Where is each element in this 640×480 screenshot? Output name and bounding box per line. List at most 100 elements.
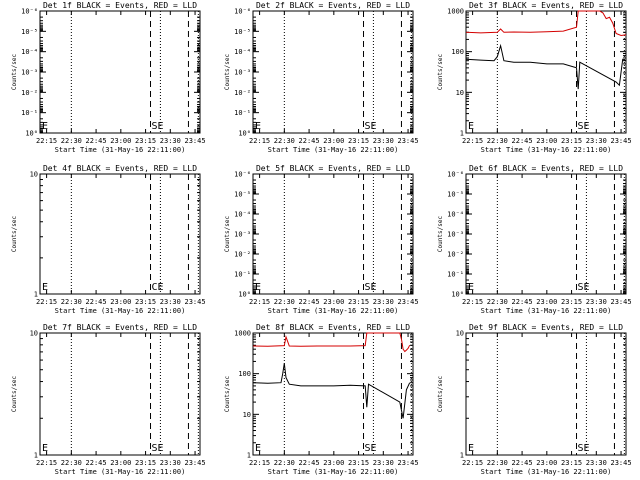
y-tick-label: 1 bbox=[34, 291, 38, 299]
marker-label: E bbox=[42, 443, 48, 454]
x-tick-label: 23:30 bbox=[586, 298, 607, 306]
panel-det-9f: Det 9f BLACK = Events, RED = LLD 22:15 22:… bbox=[437, 323, 632, 476]
plot-frame bbox=[465, 10, 627, 134]
x-tick-label: 22:30 bbox=[274, 298, 295, 306]
events-series bbox=[465, 43, 627, 90]
marker-label: E bbox=[468, 121, 474, 132]
x-tick-label: 23:45 bbox=[185, 459, 206, 467]
chart-title: Det 9f BLACK = Events, RED = LLD bbox=[469, 323, 623, 332]
x-tick-label: 22:15 bbox=[249, 137, 270, 145]
chart-title: Det 7f BLACK = Events, RED = LLD bbox=[43, 323, 197, 332]
y-tick-label: 10⁰ bbox=[238, 130, 251, 138]
panel-det-1f: Det 1f BLACK = Events, RED = LLD 22:15 22:… bbox=[11, 1, 206, 154]
x-tick-label: 22:15 bbox=[462, 459, 483, 467]
y-axis-label: Counts/sec bbox=[437, 54, 444, 91]
x-tick-label: 23:15 bbox=[561, 137, 582, 145]
y-axis-label: Counts/sec bbox=[11, 54, 18, 91]
y-tick-label: 10⁻² bbox=[21, 89, 38, 97]
x-tick-label: 22:45 bbox=[299, 137, 320, 145]
y-tick-label: 10 bbox=[456, 89, 464, 97]
x-tick-label: 22:30 bbox=[61, 137, 82, 145]
x-tick-label: 23:45 bbox=[611, 137, 632, 145]
y-tick-label: 10 bbox=[30, 330, 38, 338]
y-tick-label: 10 bbox=[243, 411, 251, 419]
y-tick-label: 10⁻² bbox=[447, 251, 464, 259]
y-tick-label: 1000 bbox=[447, 8, 464, 16]
x-tick-label: 23:30 bbox=[586, 459, 607, 467]
x-tick-label: 22:45 bbox=[86, 137, 107, 145]
x-tick-label: 23:15 bbox=[135, 298, 156, 306]
y-tick-label: 10⁻³ bbox=[21, 69, 38, 77]
x-tick-label: 22:45 bbox=[512, 298, 533, 306]
y-tick-label: 10⁰ bbox=[238, 291, 251, 299]
chart-title: Det 8f BLACK = Events, RED = LLD bbox=[256, 323, 410, 332]
x-tick-label: 23:00 bbox=[536, 137, 557, 145]
x-axis-label: Start Time (31-May-16 22:11:00) bbox=[55, 307, 186, 315]
x-tick-label: 23:30 bbox=[373, 137, 394, 145]
plot-frame bbox=[39, 173, 201, 295]
x-axis-label: Start Time (31-May-16 22:11:00) bbox=[481, 468, 612, 476]
marker-label: SE bbox=[152, 443, 164, 454]
chart-title: Det 5f BLACK = Events, RED = LLD bbox=[256, 164, 410, 173]
y-tick-label: 10⁻³ bbox=[234, 69, 251, 77]
panel-det-6f: Det 6f BLACK = Events, RED = LLD 22:15 22:… bbox=[437, 164, 632, 315]
x-tick-label: 23:00 bbox=[323, 298, 344, 306]
marker-label: E bbox=[42, 121, 48, 132]
x-axis-label: Start Time (31-May-16 22:11:00) bbox=[268, 468, 399, 476]
y-tick-label: 1 bbox=[460, 130, 464, 138]
y-tick-label: 10⁻³ bbox=[234, 231, 251, 239]
x-tick-label: 23:30 bbox=[373, 298, 394, 306]
x-tick-label: 22:45 bbox=[86, 459, 107, 467]
x-tick-label: 22:15 bbox=[249, 298, 270, 306]
x-tick-label: 23:45 bbox=[185, 298, 206, 306]
x-tick-label: 22:45 bbox=[299, 298, 320, 306]
x-tick-label: 23:30 bbox=[160, 459, 181, 467]
x-tick-label: 22:45 bbox=[299, 459, 320, 467]
x-tick-label: 22:45 bbox=[512, 459, 533, 467]
x-tick-label: 23:00 bbox=[323, 137, 344, 145]
marker-label: E bbox=[42, 282, 48, 293]
y-tick-label: 10⁻⁵ bbox=[234, 191, 251, 199]
y-tick-label: 10⁰ bbox=[25, 130, 38, 138]
panel-det-2f: Det 2f BLACK = Events, RED = LLD 22:15 22:… bbox=[224, 1, 419, 154]
y-axis-label: Counts/sec bbox=[437, 376, 444, 413]
plot-frame bbox=[252, 10, 414, 134]
y-tick-label: 10⁻⁴ bbox=[234, 211, 251, 219]
y-tick-label: 10⁰ bbox=[451, 291, 464, 299]
x-tick-label: 23:30 bbox=[373, 459, 394, 467]
x-tick-label: 23:30 bbox=[160, 298, 181, 306]
marker-label: SE bbox=[578, 282, 590, 293]
x-tick-label: 23:15 bbox=[561, 459, 582, 467]
chart-title: Det 6f BLACK = Events, RED = LLD bbox=[469, 164, 623, 173]
x-tick-label: 22:15 bbox=[462, 137, 483, 145]
x-axis-label: Start Time (31-May-16 22:11:00) bbox=[55, 468, 186, 476]
x-tick-label: 22:30 bbox=[487, 459, 508, 467]
marker-label: E bbox=[468, 282, 474, 293]
y-axis-label: Counts/sec bbox=[224, 376, 231, 413]
plot-frame bbox=[465, 332, 627, 456]
x-tick-label: 22:15 bbox=[36, 137, 57, 145]
x-tick-label: 23:00 bbox=[110, 298, 131, 306]
y-tick-label: 10⁻¹ bbox=[21, 109, 38, 117]
chart-title: Det 2f BLACK = Events, RED = LLD bbox=[256, 1, 410, 10]
plot-frame bbox=[252, 173, 414, 295]
marker-label: SE bbox=[365, 121, 377, 132]
y-tick-label: 10⁻⁴ bbox=[21, 48, 38, 56]
marker-label: E bbox=[468, 443, 474, 454]
events-series bbox=[252, 363, 411, 419]
lld-series bbox=[465, 10, 627, 37]
x-tick-label: 22:30 bbox=[61, 298, 82, 306]
y-tick-label: 10⁻⁶ bbox=[234, 171, 251, 179]
x-tick-label: 23:00 bbox=[110, 459, 131, 467]
x-tick-label: 23:15 bbox=[348, 298, 369, 306]
panel-det-4f: Det 4f BLACK = Events, RED = LLD 22:15 22:… bbox=[11, 164, 206, 315]
x-tick-label: 22:30 bbox=[61, 459, 82, 467]
x-tick-label: 23:30 bbox=[586, 137, 607, 145]
y-tick-label: 10⁻³ bbox=[447, 231, 464, 239]
y-tick-label: 1 bbox=[247, 452, 251, 460]
y-tick-label: 10⁻⁵ bbox=[21, 28, 38, 36]
y-tick-label: 10 bbox=[30, 171, 38, 179]
marker-label: SE bbox=[365, 282, 377, 293]
x-tick-label: 23:15 bbox=[348, 459, 369, 467]
